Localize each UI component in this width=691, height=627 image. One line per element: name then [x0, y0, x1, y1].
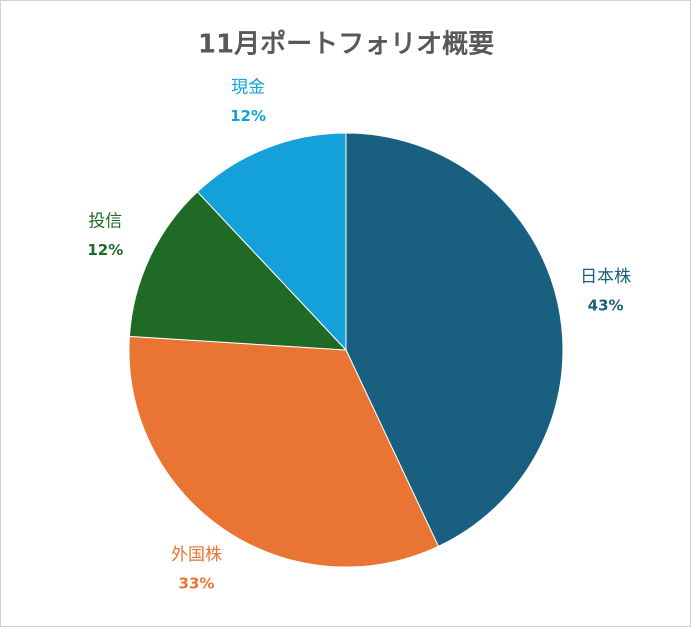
pie-slice — [128, 335, 440, 568]
slice-value-label: 12% — [230, 107, 266, 125]
slice-value-label: 33% — [179, 575, 215, 593]
pie-slice — [128, 191, 348, 351]
chart-title: 11月ポートフォリオ概要 — [198, 29, 494, 60]
slice-label: 外国株 — [171, 545, 222, 565]
pie-slice — [196, 132, 347, 352]
slice-label: 投信 — [88, 212, 122, 232]
slice-value-label: 43% — [588, 296, 624, 314]
slice-value-label: 12% — [87, 241, 123, 259]
pie-slice — [345, 132, 564, 548]
slice-label: 現金 — [231, 78, 265, 98]
slice-label: 日本株 — [580, 267, 631, 287]
